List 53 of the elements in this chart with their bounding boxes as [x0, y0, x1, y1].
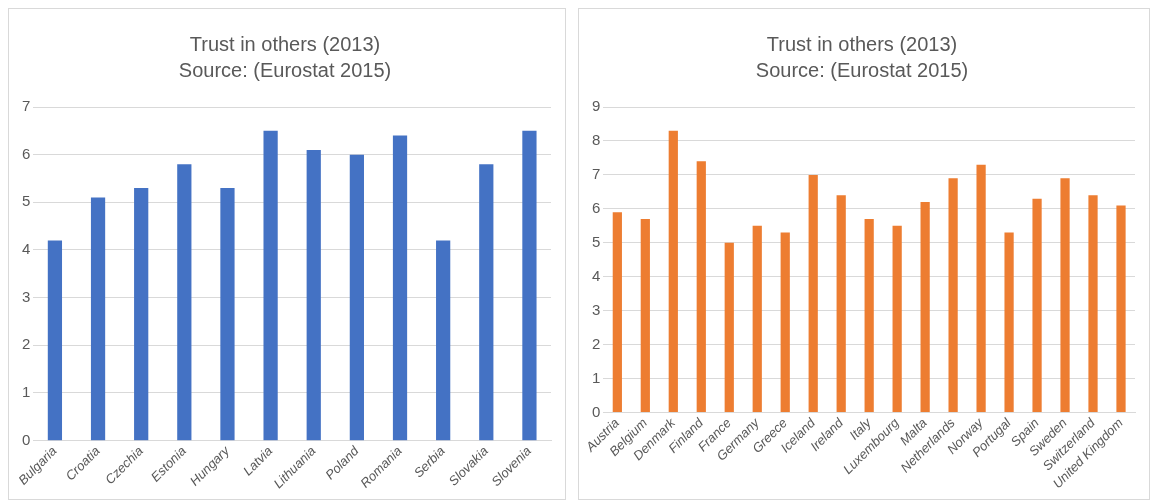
bar: [780, 232, 790, 413]
y-tick-label: 0: [592, 402, 601, 420]
y-tick-label: 4: [22, 240, 31, 258]
bar: [392, 135, 408, 441]
y-tick-label: 2: [22, 335, 31, 353]
bar: [696, 161, 706, 413]
bar: [920, 202, 930, 413]
bar: [612, 212, 622, 413]
y-tick-label: 5: [592, 232, 601, 250]
bar: [1060, 178, 1070, 413]
bar: [349, 154, 364, 441]
y-tick-label: 3: [592, 300, 601, 318]
bar: [1032, 198, 1042, 413]
bar: [724, 242, 734, 413]
y-tick-label: 9: [592, 97, 601, 115]
chart-subtitle: Source: (Eurostat 2015): [755, 58, 969, 81]
y-tick-label: 6: [22, 144, 31, 162]
y-tick-label: 2: [592, 334, 601, 352]
y-tick-label: 7: [22, 97, 31, 115]
y-tick-label: 6: [592, 199, 601, 216]
bar: [436, 240, 451, 441]
chart-subtitle: Source: (Eurostat 2015): [178, 58, 392, 81]
bar: [1088, 195, 1098, 413]
y-tick-label: 5: [22, 192, 31, 210]
y-tick-label: 7: [592, 165, 601, 183]
y-tick-label: 3: [22, 287, 31, 305]
bar: [263, 130, 278, 441]
y-tick-label: 4: [592, 266, 601, 284]
y-tick-label: 1: [592, 368, 601, 386]
bar: [177, 164, 192, 441]
bar: [1116, 205, 1126, 413]
bar: [864, 219, 874, 413]
bar: [976, 164, 986, 413]
y-tick-label: 8: [592, 131, 601, 149]
bar: [47, 240, 63, 441]
bar: [1004, 232, 1014, 413]
chart-title: Trust in others (2013): [766, 32, 958, 55]
bar: [668, 130, 678, 413]
bar: [134, 188, 149, 441]
bar: [306, 149, 321, 441]
bar: [640, 219, 650, 413]
chart-title: Trust in others (2013): [189, 32, 381, 55]
bar: [220, 188, 235, 441]
bar: [836, 195, 846, 413]
bar: [522, 130, 537, 441]
bar: [479, 164, 494, 441]
y-tick-label: 1: [22, 383, 31, 401]
bar: [752, 225, 762, 413]
bar: [808, 174, 818, 413]
bar: [892, 225, 902, 413]
bar: [90, 197, 106, 441]
bar: [948, 178, 958, 413]
y-tick-label: 0: [22, 430, 31, 448]
